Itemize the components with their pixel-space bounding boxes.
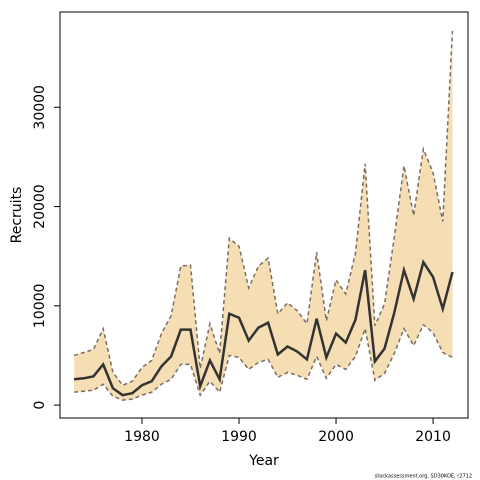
lower-bound xyxy=(73,323,453,401)
x-tick-label: 1980 xyxy=(124,429,160,445)
y-tick-label: 0 xyxy=(32,401,48,410)
y-tick-label: 20000 xyxy=(32,184,48,229)
footnote: stockassessment.org, SD30KOE, r2712 xyxy=(375,474,472,480)
upper-bound xyxy=(73,30,454,387)
y-axis-title: Recruits xyxy=(9,187,25,244)
estimate-line xyxy=(73,259,454,397)
plot-frame xyxy=(59,11,469,419)
y-tick-label: 10000 xyxy=(32,284,48,329)
confidence-band xyxy=(74,30,453,401)
x-tick-label: 1990 xyxy=(221,429,257,445)
x-axis-title: Year xyxy=(248,453,279,469)
x-tick-label: 2000 xyxy=(318,429,354,445)
x-tick-label: 2010 xyxy=(415,429,451,445)
y-tick-label: 30000 xyxy=(32,85,48,130)
